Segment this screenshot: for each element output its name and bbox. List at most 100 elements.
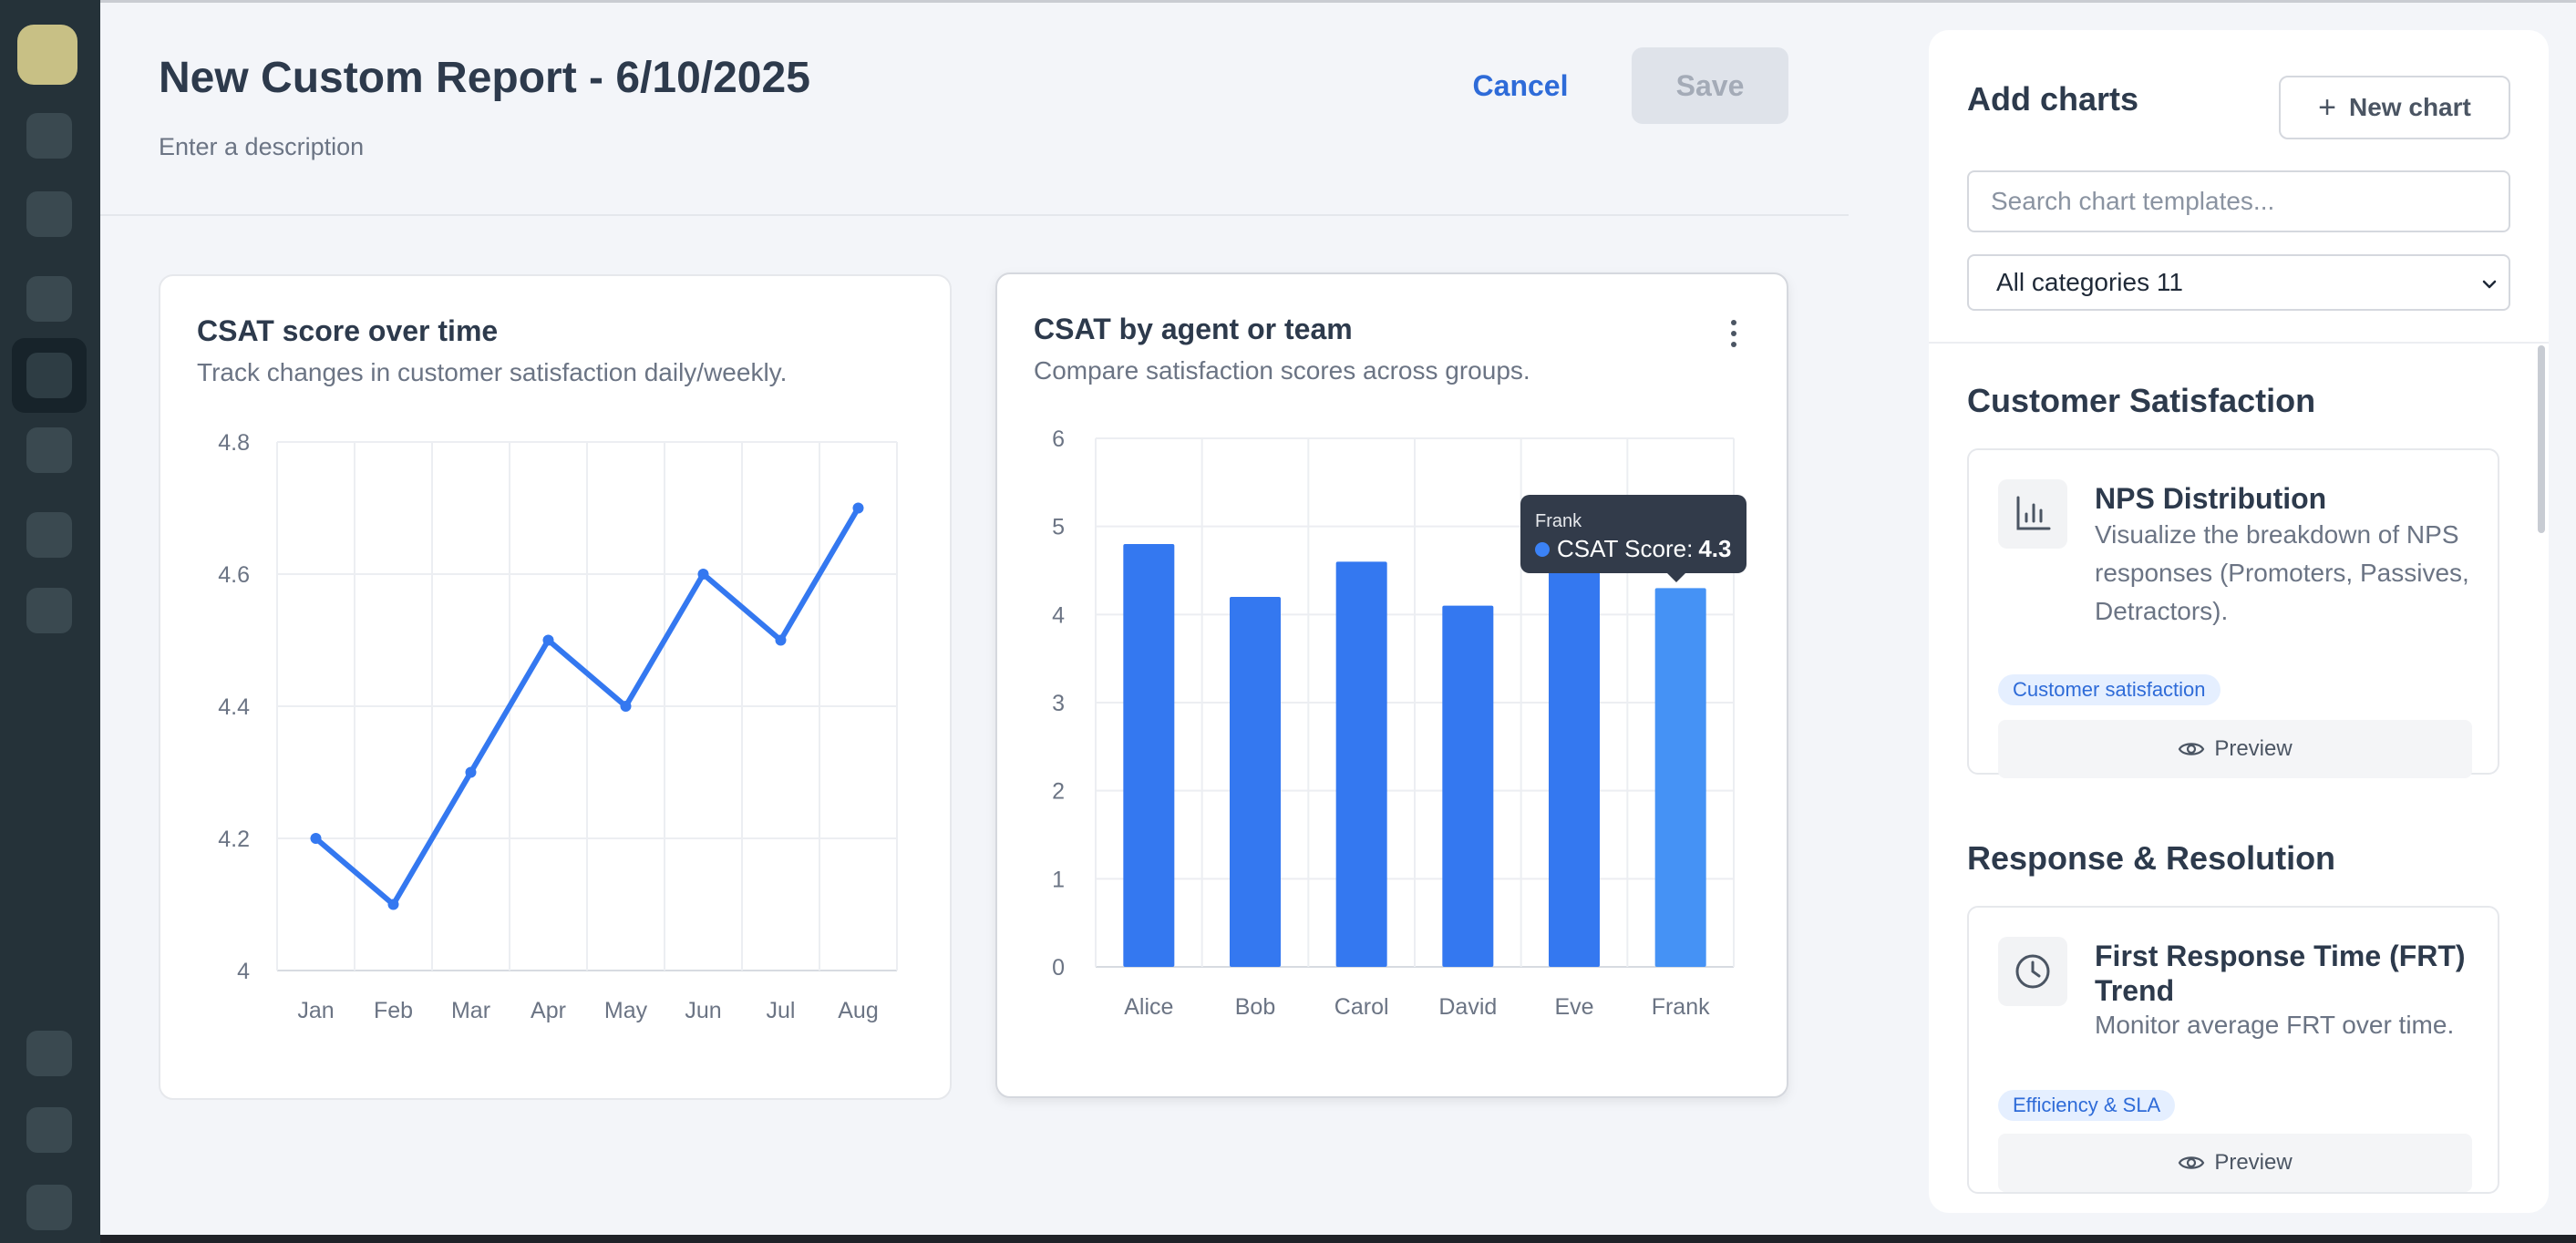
nav-button[interactable]: [26, 276, 72, 322]
tooltip-series-label: CSAT Score:: [1557, 535, 1694, 562]
x-tick-label: Alice: [1124, 994, 1173, 1020]
y-tick-label: 3: [1052, 691, 1065, 716]
nav-button[interactable]: [26, 1107, 72, 1153]
data-point: [697, 569, 709, 580]
bar: [1335, 561, 1387, 967]
eye-icon: [2179, 1156, 2205, 1169]
data-point: [310, 833, 322, 844]
series-line: [313, 505, 861, 908]
bar: [1549, 570, 1600, 967]
nav-button[interactable]: [26, 1185, 72, 1230]
data-point: [775, 634, 787, 646]
category-tag: Efficiency & SLA: [1998, 1090, 2176, 1121]
save-button[interactable]: Save: [1632, 47, 1788, 124]
x-tick-label: Jul: [767, 998, 796, 1023]
x-tick-label: Eve: [1554, 994, 1593, 1020]
y-tick-label: 6: [1052, 426, 1065, 452]
x-tick-label: Aug: [838, 998, 878, 1023]
clock-icon: [1998, 937, 2067, 1006]
bar: [1230, 597, 1281, 967]
x-tick-label: Carol: [1334, 994, 1389, 1020]
header-divider: [100, 214, 1849, 216]
panel-scrollbar[interactable]: [2538, 345, 2545, 533]
chevron-down-icon: [2482, 280, 2497, 289]
panel-title: Add charts: [1967, 80, 2139, 118]
x-tick-label: Apr: [531, 998, 566, 1023]
chart-card-csat-over-time[interactable]: CSAT score over time Track changes in cu…: [159, 274, 952, 1100]
chart-card-subtitle: Track changes in customer satisfaction d…: [197, 358, 788, 386]
nav-button[interactable]: [26, 512, 72, 558]
line-chart: 4 4.2 4.4 4.6 4.8 Jan Feb Mar Apr May Jun Jul Aug: [218, 430, 898, 1023]
x-tick-label: Frank: [1652, 994, 1710, 1020]
eye-icon: [2179, 743, 2205, 755]
bar: [1123, 544, 1175, 967]
chart-card-title: CSAT by agent or team: [1034, 313, 1353, 345]
report-title[interactable]: New Custom Report - 6/10/2025: [159, 54, 810, 102]
window-bottom-edge: [100, 1235, 2576, 1243]
cancel-button[interactable]: Cancel: [1472, 68, 1569, 102]
report-description-field[interactable]: Enter a description: [159, 133, 365, 160]
template-description: Visualize the breakdown of NPS responses…: [2095, 520, 2469, 625]
template-card-nps-distribution[interactable]: NPS Distribution Visualize the breakdown…: [1967, 448, 2499, 778]
section-title-response-resolution: Response & Resolution: [1967, 839, 2336, 877]
nav-button[interactable]: [26, 113, 72, 159]
new-chart-button[interactable]: + New chart: [2279, 76, 2510, 139]
y-tick-label: 4.2: [218, 827, 250, 852]
category-tag: Customer satisfaction: [1998, 674, 2221, 705]
chart-tooltip: Frank CSAT Score: 4.3: [1520, 495, 1747, 582]
template-name: First Response Time (FRT) Trend: [2095, 940, 2466, 1007]
x-tick-label: Mar: [451, 998, 490, 1023]
y-tick-label: 4: [237, 959, 250, 984]
preview-button[interactable]: Preview: [1998, 720, 2472, 778]
x-tick-label: Jan: [297, 998, 334, 1023]
y-tick-label: 5: [1052, 515, 1065, 540]
data-point: [852, 502, 864, 514]
chart-card-subtitle: Compare satisfaction scores across group…: [1034, 356, 1530, 385]
y-tick-label: 0: [1052, 955, 1065, 981]
y-tick-label: 4.4: [218, 694, 250, 720]
bar: [1442, 605, 1494, 967]
app-logo[interactable]: [17, 25, 77, 85]
section-title-customer-satisfaction: Customer Satisfaction: [1967, 382, 2316, 419]
y-tick-label: 4.6: [218, 562, 250, 588]
window-top-border: [100, 0, 2576, 3]
x-tick-label: May: [604, 998, 648, 1023]
y-tick-label: 4.8: [218, 430, 250, 456]
panel-divider: [1929, 342, 2549, 344]
template-card-frt-trend[interactable]: First Response Time (FRT) Trend Monitor …: [1967, 906, 2499, 1194]
category-select[interactable]: All categories 11: [1967, 254, 2510, 311]
add-charts-panel: Add charts + New chart All categories 11…: [1929, 30, 2549, 1213]
plus-icon: +: [2318, 89, 2337, 125]
bar: [1654, 588, 1706, 967]
category-select-value: All categories 11: [1996, 268, 2183, 296]
x-tick-label: Feb: [374, 998, 413, 1023]
template-name: NPS Distribution: [2095, 482, 2327, 515]
more-options-icon[interactable]: [1726, 320, 1741, 347]
bar-chart-icon: [1998, 479, 2067, 549]
data-point: [620, 701, 632, 712]
tooltip-value: 4.3: [1698, 535, 1732, 562]
nav-button-active[interactable]: [12, 338, 87, 413]
y-tick-label: 1: [1052, 867, 1065, 892]
app-sidebar: [0, 0, 100, 1243]
chart-card-title: CSAT score over time: [197, 314, 499, 347]
chart-card-csat-by-agent[interactable]: CSAT by agent or team Compare satisfacti…: [995, 272, 1788, 1098]
preview-button[interactable]: Preview: [1998, 1134, 2472, 1192]
series-color-dot: [1535, 541, 1550, 557]
preview-label: Preview: [2214, 736, 2293, 761]
nav-button[interactable]: [26, 427, 72, 473]
x-tick-label: David: [1438, 994, 1497, 1020]
nav-button[interactable]: [26, 191, 72, 237]
nav-button[interactable]: [26, 1031, 72, 1076]
nav-button[interactable]: [26, 588, 72, 633]
y-tick-label: 2: [1052, 779, 1065, 805]
tooltip-row: CSAT Score: 4.3: [1535, 535, 1731, 563]
tooltip-category: Frank: [1535, 511, 1582, 531]
data-point: [465, 766, 477, 778]
data-point: [542, 634, 554, 646]
data-point: [387, 899, 399, 910]
new-chart-label: New chart: [2349, 93, 2471, 121]
chart-template-search-input[interactable]: [1967, 170, 2510, 232]
template-description: Monitor average FRT over time.: [2095, 1011, 2455, 1039]
preview-label: Preview: [2214, 1150, 2293, 1175]
